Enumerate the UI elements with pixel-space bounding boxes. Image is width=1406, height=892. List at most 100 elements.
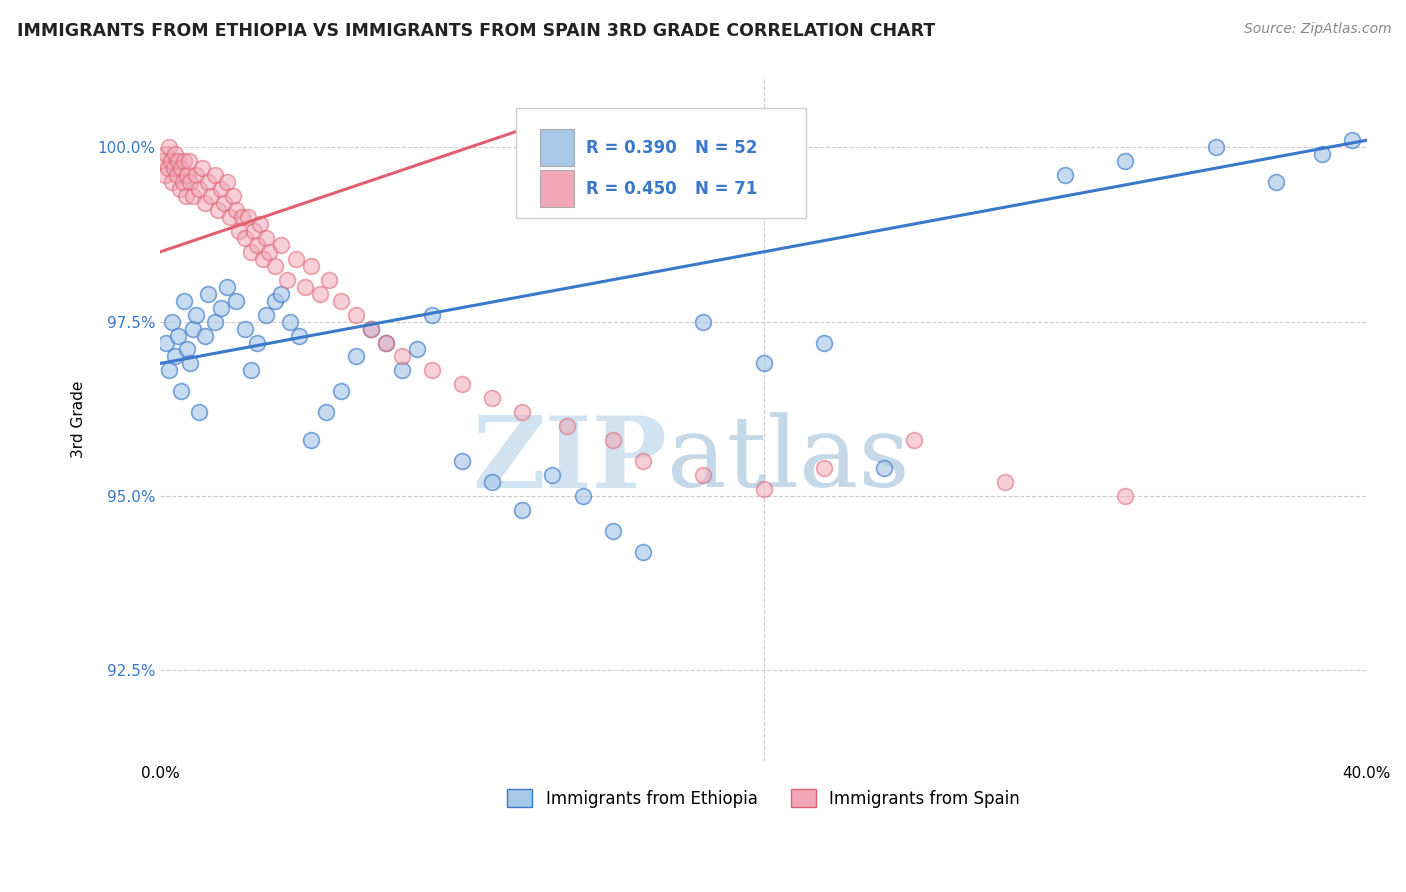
Point xyxy=(631,454,654,468)
Point xyxy=(405,343,427,357)
Point xyxy=(183,321,205,335)
Point xyxy=(557,419,579,434)
Point xyxy=(318,273,340,287)
Point xyxy=(375,335,398,350)
Point xyxy=(176,168,198,182)
Point xyxy=(903,433,925,447)
Point xyxy=(157,140,180,154)
Point xyxy=(510,503,533,517)
Text: N = 52: N = 52 xyxy=(695,139,756,157)
Point xyxy=(212,196,235,211)
Point xyxy=(1205,140,1227,154)
Point xyxy=(813,335,835,350)
Legend: Immigrants from Ethiopia, Immigrants from Spain: Immigrants from Ethiopia, Immigrants fro… xyxy=(501,783,1026,814)
Point xyxy=(344,308,367,322)
Point xyxy=(209,182,232,196)
Point xyxy=(692,315,714,329)
Point xyxy=(191,161,214,175)
Point xyxy=(481,392,503,406)
Point xyxy=(631,545,654,559)
Point xyxy=(225,293,247,308)
Point xyxy=(173,293,195,308)
Text: atlas: atlas xyxy=(666,412,910,508)
Point xyxy=(163,161,186,175)
Point xyxy=(204,168,226,182)
Point xyxy=(420,363,443,377)
Point xyxy=(162,315,184,329)
Point xyxy=(330,293,353,308)
Point xyxy=(170,384,193,399)
Point xyxy=(752,482,775,496)
Point xyxy=(179,175,201,189)
Point xyxy=(194,196,217,211)
Text: N = 71: N = 71 xyxy=(695,180,756,198)
Point xyxy=(197,286,219,301)
Text: ZIP: ZIP xyxy=(472,412,666,508)
Point xyxy=(197,175,219,189)
Point xyxy=(270,286,292,301)
Point xyxy=(186,308,208,322)
Point xyxy=(152,154,174,169)
Point xyxy=(278,315,301,329)
Point xyxy=(420,308,443,322)
Point xyxy=(1054,168,1077,182)
Point xyxy=(153,168,176,182)
Text: R = 0.390: R = 0.390 xyxy=(586,139,676,157)
Point xyxy=(263,259,285,273)
Point xyxy=(288,328,311,343)
Point xyxy=(157,363,180,377)
Point xyxy=(276,273,298,287)
Point xyxy=(481,475,503,489)
Point xyxy=(162,175,184,189)
Point xyxy=(173,154,195,169)
Point xyxy=(602,524,624,538)
Point xyxy=(165,350,187,364)
Point xyxy=(249,217,271,231)
Point xyxy=(155,147,177,161)
Point xyxy=(391,350,413,364)
Bar xyxy=(540,169,574,207)
Point xyxy=(236,210,259,224)
Point xyxy=(209,301,232,315)
Point xyxy=(450,454,472,468)
Point xyxy=(200,189,222,203)
Point xyxy=(159,154,181,169)
Point xyxy=(165,147,187,161)
Point xyxy=(155,335,177,350)
Point xyxy=(299,433,322,447)
Point xyxy=(270,238,292,252)
Point xyxy=(391,363,413,377)
Point xyxy=(360,321,382,335)
Point xyxy=(177,154,200,169)
Point xyxy=(813,461,835,475)
Point xyxy=(225,202,247,217)
Point xyxy=(242,224,264,238)
Point xyxy=(188,182,211,196)
Point xyxy=(752,356,775,370)
Point xyxy=(309,286,332,301)
Point xyxy=(221,189,243,203)
Point xyxy=(194,328,217,343)
Point xyxy=(176,343,198,357)
Point xyxy=(873,461,896,475)
Point xyxy=(375,335,398,350)
Y-axis label: 3rd Grade: 3rd Grade xyxy=(72,381,86,458)
Point xyxy=(170,161,193,175)
Point xyxy=(571,489,593,503)
Point xyxy=(218,210,240,224)
Point xyxy=(183,189,205,203)
Point xyxy=(344,350,367,364)
Point xyxy=(169,182,191,196)
Point xyxy=(179,356,201,370)
Point xyxy=(233,321,256,335)
Point xyxy=(254,308,277,322)
Point xyxy=(174,189,197,203)
Point xyxy=(188,405,211,419)
Point xyxy=(246,335,269,350)
Point xyxy=(252,252,274,266)
Point xyxy=(166,168,188,182)
Point xyxy=(1340,133,1362,147)
Point xyxy=(215,279,238,293)
FancyBboxPatch shape xyxy=(516,108,806,218)
Point xyxy=(299,259,322,273)
